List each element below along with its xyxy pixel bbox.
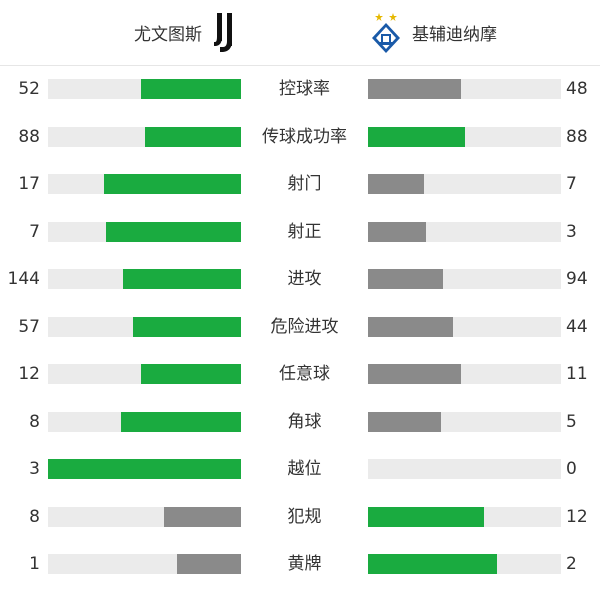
away-stat-bar xyxy=(368,126,465,147)
home-team-name: 尤文图斯 xyxy=(134,25,202,45)
home-stat-bar xyxy=(105,221,241,242)
stat-label: 射正 xyxy=(287,221,322,242)
dynamo-kyiv-logo-icon xyxy=(372,12,400,53)
away-stat-bar-track xyxy=(368,79,561,99)
home-stat-bar-track xyxy=(48,506,241,527)
stat-row: 1 黄牌 2 xyxy=(0,541,600,589)
home-stat-value: 57 xyxy=(18,316,40,337)
stat-row: 52 控球率 48 xyxy=(0,66,600,114)
home-stat-value: 1 xyxy=(29,554,40,574)
home-stat-bar-track xyxy=(48,79,241,99)
away-stat-bar xyxy=(368,554,498,574)
home-stat-value: 7 xyxy=(29,221,40,242)
home-stat-bar xyxy=(177,554,241,574)
home-stat-bar xyxy=(140,79,241,99)
stat-row: 3 越位 0 xyxy=(0,446,600,494)
away-team-name: 基辅迪纳摩 xyxy=(412,25,497,45)
away-stat-bar-track xyxy=(368,411,561,432)
match-header: 尤文图斯 基辅迪纳摩 xyxy=(0,0,600,65)
home-stat-bar xyxy=(140,364,241,384)
header-divider xyxy=(0,65,600,66)
away-stat-bar xyxy=(368,506,484,527)
home-stat-value: 52 xyxy=(18,79,40,99)
juventus-logo-icon xyxy=(214,12,232,52)
stat-row: 7 射正 3 xyxy=(0,209,600,257)
away-stat-bar-track xyxy=(368,554,561,574)
stat-label: 传球成功率 xyxy=(262,126,347,147)
away-stat-bar-track xyxy=(368,126,561,147)
stat-row: 57 危险进攻 44 xyxy=(0,304,600,352)
stat-row: 17 射门 7 xyxy=(0,161,600,209)
home-stat-bar-track xyxy=(48,459,241,479)
away-stat-bar-track xyxy=(368,269,561,289)
stat-row: 144 进攻 94 xyxy=(0,256,600,304)
home-stat-value: 88 xyxy=(18,126,40,147)
away-stat-bar xyxy=(368,411,442,432)
home-stat-bar xyxy=(132,316,241,337)
away-stat-bar xyxy=(368,221,426,242)
home-stat-value: 3 xyxy=(29,459,40,479)
stats-list: 52 控球率 48 88 传球成功率 88 17 射门 7 7 射正 3 144 进攻 94 57 危险进攻 44… xyxy=(0,66,600,589)
home-stat-bar xyxy=(163,506,241,527)
stat-row: 8 角球 5 xyxy=(0,399,600,447)
away-stat-bar-track xyxy=(368,364,561,384)
home-team[interactable]: 尤文图斯 xyxy=(134,0,240,65)
away-stat-value: 94 xyxy=(566,269,588,289)
away-stat-value: 0 xyxy=(566,459,577,479)
stat-label: 进攻 xyxy=(287,269,322,289)
away-stat-bar-track xyxy=(368,506,561,527)
stat-row: 12 任意球 11 xyxy=(0,351,600,399)
away-stat-bar xyxy=(368,269,444,289)
away-stat-bar-track xyxy=(368,174,561,194)
away-stat-bar xyxy=(368,174,424,194)
away-stat-value: 48 xyxy=(566,79,588,99)
away-stat-bar xyxy=(368,364,461,384)
home-stat-value: 8 xyxy=(29,411,40,432)
stat-row: 8 犯规 12 xyxy=(0,494,600,542)
stat-label: 角球 xyxy=(287,411,322,432)
stat-label: 控球率 xyxy=(279,79,330,99)
stat-label: 任意球 xyxy=(279,364,330,384)
home-stat-value: 17 xyxy=(18,174,40,194)
away-stat-value: 5 xyxy=(566,411,577,432)
away-stat-value: 7 xyxy=(566,174,577,194)
away-stat-value: 44 xyxy=(566,316,588,337)
away-stat-value: 3 xyxy=(566,221,577,242)
home-stat-value: 8 xyxy=(29,506,40,527)
home-stat-bar-track xyxy=(48,316,241,337)
home-stat-value: 12 xyxy=(18,364,40,384)
home-stat-bar xyxy=(103,174,241,194)
stat-label: 射门 xyxy=(287,174,322,194)
away-stat-value: 88 xyxy=(566,126,588,147)
home-stat-bar-track xyxy=(48,269,241,289)
away-team[interactable]: 基辅迪纳摩 xyxy=(370,0,497,65)
stat-row: 88 传球成功率 88 xyxy=(0,114,600,162)
away-stat-bar-track xyxy=(368,316,561,337)
home-stat-bar xyxy=(144,126,241,147)
home-stat-bar-track xyxy=(48,126,241,147)
away-stat-bar-track xyxy=(368,459,561,479)
stat-label: 危险进攻 xyxy=(270,316,339,337)
stat-label: 黄牌 xyxy=(287,554,322,574)
home-stat-bar xyxy=(48,459,241,479)
away-stat-bar xyxy=(368,79,461,99)
home-stat-bar-track xyxy=(48,364,241,384)
away-stat-value: 11 xyxy=(566,364,588,384)
home-stat-value: 144 xyxy=(7,269,40,289)
home-stat-bar-track xyxy=(48,174,241,194)
home-stat-bar-track xyxy=(48,411,241,432)
stat-label: 犯规 xyxy=(287,506,322,527)
home-stat-bar-track xyxy=(48,221,241,242)
home-stat-bar xyxy=(123,269,241,289)
away-stat-value: 12 xyxy=(566,506,588,527)
away-stat-bar xyxy=(368,316,453,337)
away-stat-bar-track xyxy=(368,221,561,242)
home-stat-bar xyxy=(121,411,241,432)
away-stat-value: 2 xyxy=(566,554,577,574)
home-stat-bar-track xyxy=(48,554,241,574)
stat-label: 越位 xyxy=(287,459,322,479)
